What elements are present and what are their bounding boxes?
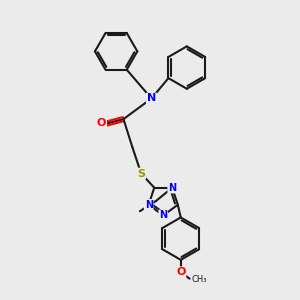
Text: N: N <box>159 210 167 220</box>
Text: S: S <box>137 169 145 178</box>
Text: O: O <box>97 118 106 128</box>
Text: CH₃: CH₃ <box>191 275 207 284</box>
Text: N: N <box>168 183 176 193</box>
Text: N: N <box>147 94 156 103</box>
Text: N: N <box>145 200 153 210</box>
Text: O: O <box>176 267 185 277</box>
